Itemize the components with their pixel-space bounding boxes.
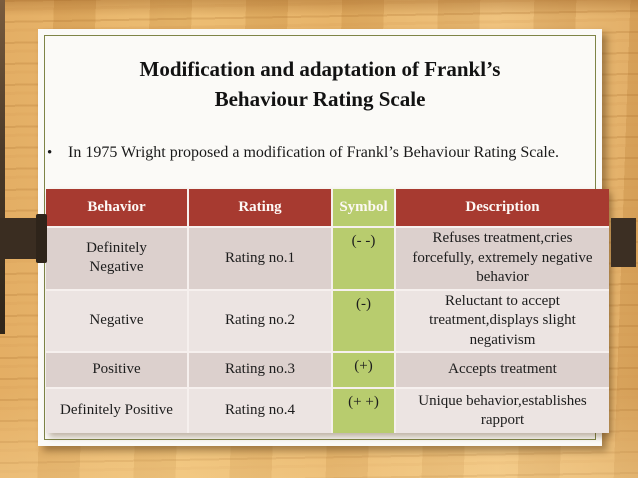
- slide-title: Modification and adaptation of Frankl’s …: [38, 54, 602, 115]
- cell-description: Reluctant to accept treatment,displays s…: [394, 288, 609, 353]
- table-row: Positive Rating no.3 (+) Accepts treatment: [46, 351, 609, 389]
- table-row: Negative Rating no.2 (-) Reluctant to accep…: [46, 288, 609, 353]
- cell-rating: Rating no.3: [187, 351, 333, 389]
- cell-symbol: (- -): [331, 226, 396, 291]
- table-body: Definitely Negative Rating no.1 (- -) Refus…: [46, 226, 609, 433]
- header-cell-symbol: Symbol: [331, 189, 396, 228]
- bullet-marker: •: [47, 145, 53, 161]
- right-clamp-bar: [611, 218, 636, 267]
- header-cell-description: Description: [394, 189, 609, 228]
- cell-rating: Rating no.1: [187, 226, 333, 291]
- cell-rating: Rating no.2: [187, 288, 333, 353]
- bullet-item: • In 1975 Wright proposed a modification…: [47, 142, 587, 164]
- slide-title-line2: Behaviour Rating Scale: [214, 87, 426, 112]
- table-row: Definitely Positive Rating no.4 (+ +) Uniqu…: [46, 387, 609, 433]
- table-header-row: Behavior Rating Symbol Description: [46, 189, 609, 228]
- cell-symbol: (+): [331, 351, 396, 389]
- cell-description: Refuses treatment,cries forcefully, extr…: [394, 226, 609, 291]
- cell-behavior: Definitely Positive: [46, 387, 189, 433]
- cell-symbol: (+ +): [331, 387, 396, 433]
- left-clamp-bar: [0, 218, 38, 259]
- header-cell-rating: Rating: [187, 189, 333, 228]
- cell-description: Accepts treatment: [394, 351, 609, 389]
- bullet-text: In 1975 Wright proposed a modification o…: [68, 144, 559, 161]
- frankl-rating-table: Behavior Rating Symbol Description Defin…: [46, 189, 609, 433]
- cell-description: Unique behavior,establishes rapport: [394, 387, 609, 433]
- slide-title-line1: Modification and adaptation of Frankl’s: [139, 57, 501, 81]
- table-row: Definitely Negative Rating no.1 (- -) Refus…: [46, 226, 609, 291]
- left-dark-edge: [0, 0, 5, 334]
- cell-behavior: Positive: [46, 351, 189, 389]
- left-clamp-cap: [36, 214, 47, 263]
- cell-symbol: (-): [331, 288, 396, 353]
- cell-behavior: Negative: [46, 288, 189, 353]
- header-cell-behavior: Behavior: [46, 189, 189, 228]
- cell-behavior: Definitely Negative: [46, 226, 189, 291]
- cell-rating: Rating no.4: [187, 387, 333, 433]
